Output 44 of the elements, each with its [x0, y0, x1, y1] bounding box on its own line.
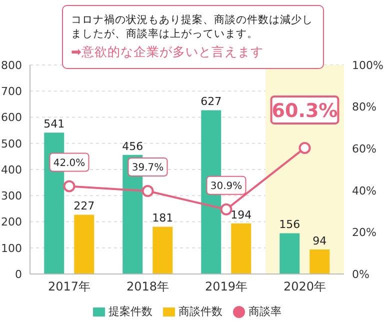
bar	[310, 249, 330, 274]
y-tick-label: 0	[15, 268, 22, 281]
x-tick-label: 2017年	[48, 280, 91, 294]
bar	[152, 226, 173, 274]
data-label: 30.9%	[210, 181, 242, 192]
data-label: 194	[230, 208, 252, 222]
data-label: 94	[312, 234, 327, 248]
bar	[280, 233, 300, 274]
y2-tick-label: 40%	[352, 184, 376, 198]
speech-callout: コロナ禍の状況もあり提案、商談の件数は減少しましたが、商談率は上がっています。 ➡意欲的な企業が多いと言えます	[62, 5, 324, 70]
x-tick-label: 2020年	[283, 280, 326, 294]
legend-label: 商談率	[248, 305, 282, 318]
data-label: 627	[200, 95, 222, 108]
y2-tick-label: 20%	[352, 226, 376, 240]
data-label: 181	[152, 212, 174, 225]
data-label: 456	[122, 140, 144, 153]
y-tick-label: 200	[1, 216, 22, 229]
data-label: 156	[279, 218, 300, 232]
y-tick-label: 800	[1, 58, 22, 72]
y-tick-label: 500	[1, 137, 22, 150]
data-label: 541	[44, 118, 65, 131]
y2-tick-label: 60%	[352, 142, 376, 156]
y-tick-label: 400	[1, 163, 22, 176]
point	[298, 142, 311, 154]
y2-tick-label: 100%	[352, 58, 384, 72]
y2-tick-label: 0%	[352, 268, 370, 281]
y-tick-label: 300	[1, 190, 22, 203]
data-label: 42.0%	[53, 158, 86, 169]
x-tick-label: 2018年	[126, 280, 170, 294]
y-tick-label: 100	[1, 242, 22, 255]
point	[142, 185, 154, 198]
x-tick-label: 2019年	[204, 280, 248, 294]
bar	[74, 214, 94, 274]
data-label: 39.7%	[132, 162, 164, 174]
data-label: 227	[74, 200, 95, 213]
data-label: 60.3%	[272, 100, 338, 122]
point	[220, 203, 232, 216]
y2-tick-label: 80%	[352, 100, 376, 114]
point	[63, 180, 76, 192]
y-tick-label: 700	[1, 85, 22, 98]
legend-label: 提案件数	[108, 305, 152, 318]
y-tick-label: 600	[1, 111, 22, 124]
bar	[231, 223, 252, 274]
legend-label: 商談件数	[178, 305, 222, 318]
